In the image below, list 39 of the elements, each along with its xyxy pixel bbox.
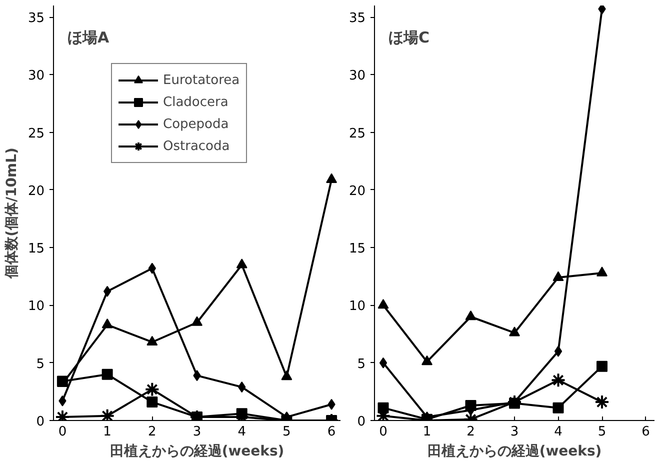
legend-label: Ostracoda <box>163 138 230 154</box>
x-tick-label: 2 <box>466 424 475 440</box>
x-tick-label: 1 <box>103 424 112 440</box>
annotation: ほ場C <box>388 28 430 46</box>
annotation: ほ場A <box>68 28 110 46</box>
x-tick-label: 2 <box>148 424 156 440</box>
x-tick-label: 5 <box>282 424 291 440</box>
x-tick-label: 6 <box>642 424 650 440</box>
y-tick-label: 15 <box>28 242 45 257</box>
x-axis-title: 田植えからの経過(weeks) <box>110 444 284 460</box>
x-axis-title: 田植えからの経過(weeks) <box>427 444 602 460</box>
legend-label: Copepoda <box>163 116 229 132</box>
x-tick-label: 1 <box>422 424 432 440</box>
legend-label: Eurotatorea <box>163 72 240 88</box>
y-tick-label: 20 <box>348 184 366 199</box>
y-tick-label: 30 <box>348 68 366 84</box>
x-tick-label: 5 <box>598 424 606 440</box>
y-tick-label: 10 <box>348 299 366 314</box>
x-tick-label: 4 <box>238 424 246 440</box>
y-tick-label: 30 <box>28 68 45 84</box>
y-tick-label: 0 <box>36 414 45 430</box>
y-tick-label: 15 <box>348 242 366 257</box>
x-tick-label: 3 <box>510 424 519 440</box>
y-tick-label: 5 <box>36 356 45 372</box>
y-tick-label: 0 <box>357 414 366 430</box>
y-tick-label: 10 <box>28 299 45 314</box>
y-tick-label: 25 <box>28 126 45 142</box>
x-tick-label: 6 <box>327 424 336 440</box>
y-tick-label: 25 <box>348 126 366 142</box>
x-tick-label: 3 <box>192 424 202 440</box>
y-tick-label: 20 <box>28 184 45 199</box>
y-axis-title: 個体数(個体/10mL) <box>4 148 20 280</box>
x-tick-label: 4 <box>554 424 562 440</box>
legend-label: Cladocera <box>163 94 228 110</box>
y-tick-label: 35 <box>28 11 45 26</box>
x-tick-label: 0 <box>379 424 388 440</box>
y-tick-label: 5 <box>357 356 366 372</box>
y-tick-label: 35 <box>348 11 366 26</box>
x-tick-label: 0 <box>58 424 67 440</box>
